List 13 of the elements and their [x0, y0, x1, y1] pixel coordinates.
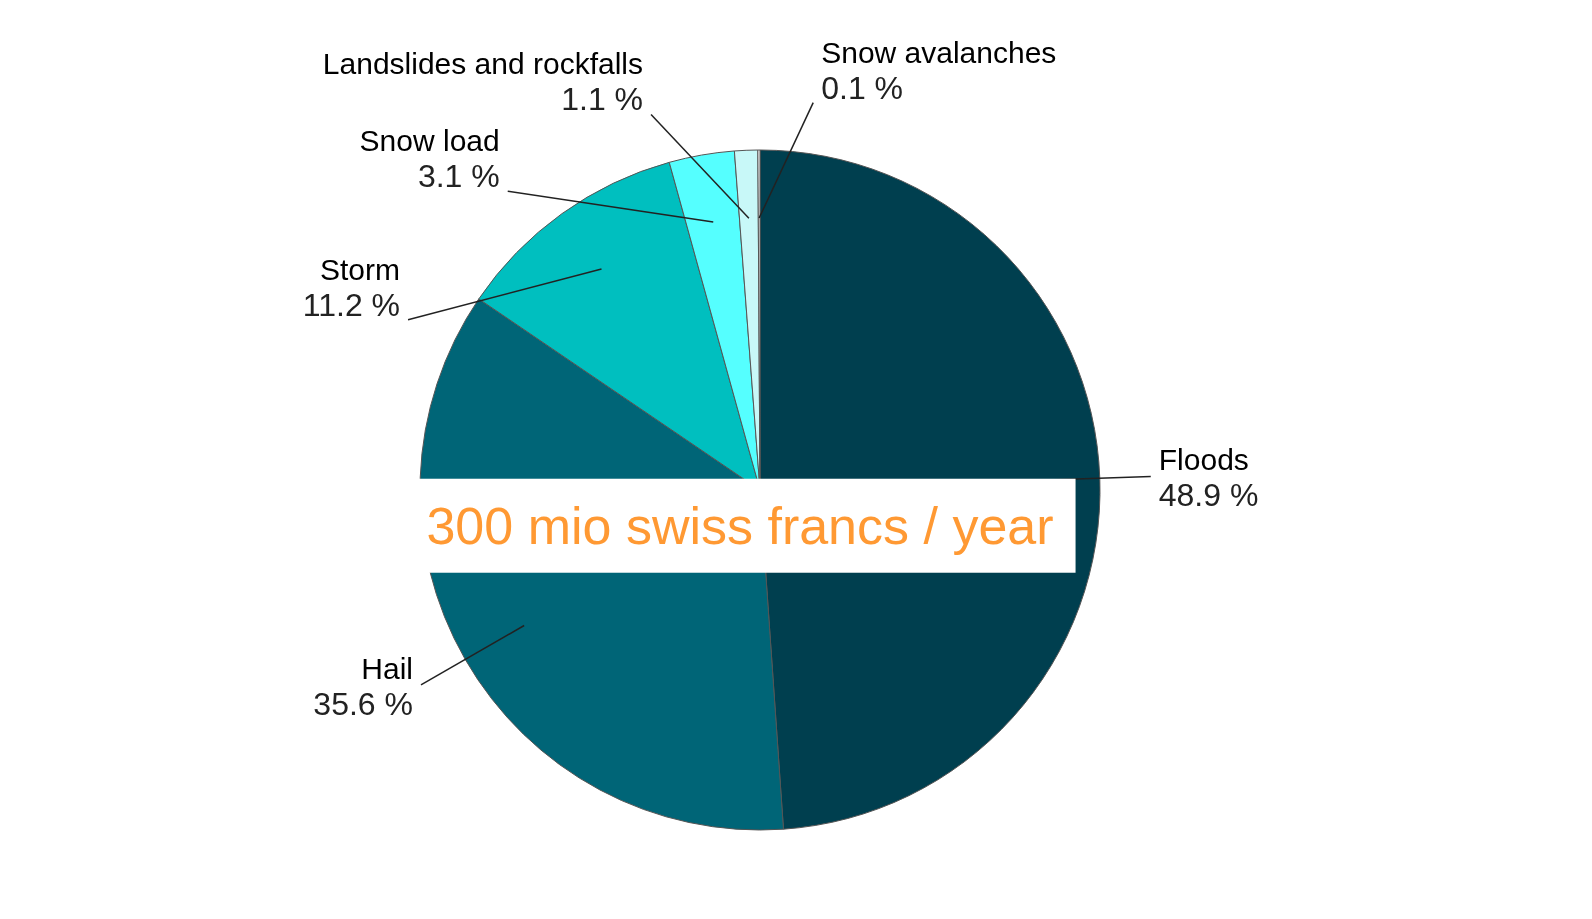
data-label: 35.6 % [313, 685, 413, 722]
data-label: 11.2 % [302, 286, 401, 323]
slice-label: Snow load [359, 124, 500, 158]
data-label: 0.1 % [821, 69, 904, 106]
data-label: 1.1 % [561, 81, 644, 118]
data-label: 3.1 % [417, 158, 500, 195]
slice-label: Snow avalanches [821, 35, 1057, 69]
slice-label: Storm [320, 252, 401, 286]
slice-label: Floods [1158, 443, 1249, 477]
data-label: 48.9 % [1158, 477, 1259, 514]
slice-label: Landslides and rockfalls [322, 47, 644, 81]
text: 300 mio swiss francs / year [426, 496, 1054, 555]
slice-label: Hail [361, 651, 413, 685]
